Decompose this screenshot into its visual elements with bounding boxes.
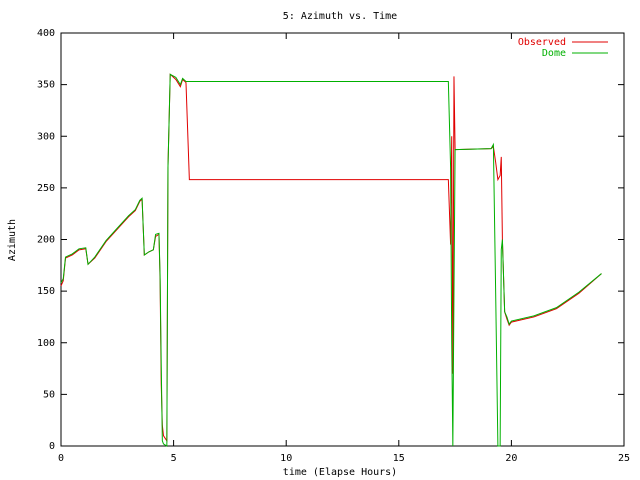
legend-label: Observed — [518, 37, 566, 48]
x-tick-label: 10 — [280, 453, 292, 464]
y-tick-label: 200 — [37, 235, 55, 246]
legend-label: Dome — [542, 48, 566, 59]
plot-border — [60, 32, 625, 447]
y-tick-label: 300 — [37, 131, 55, 142]
y-tick-label: 100 — [37, 338, 55, 349]
y-tick-label: 50 — [43, 389, 55, 400]
series-line — [60, 73, 602, 447]
y-tick-label: 350 — [37, 80, 55, 91]
x-tick-label: 20 — [505, 453, 517, 464]
y-axis-label: Azimuth — [7, 219, 18, 261]
series-line — [60, 73, 602, 443]
x-tick-label: 5 — [171, 453, 177, 464]
chart-title: 5: Azimuth vs. Time — [283, 11, 397, 22]
y-tick-label: 400 — [37, 28, 55, 39]
x-tick-label: 25 — [618, 453, 630, 464]
y-tick-label: 0 — [49, 441, 55, 452]
y-tick-label: 150 — [37, 286, 55, 297]
x-tick-label: 0 — [58, 453, 64, 464]
x-axis-label: time (Elapse Hours) — [283, 467, 397, 478]
y-tick-label: 250 — [37, 183, 55, 194]
x-tick-label: 15 — [393, 453, 405, 464]
